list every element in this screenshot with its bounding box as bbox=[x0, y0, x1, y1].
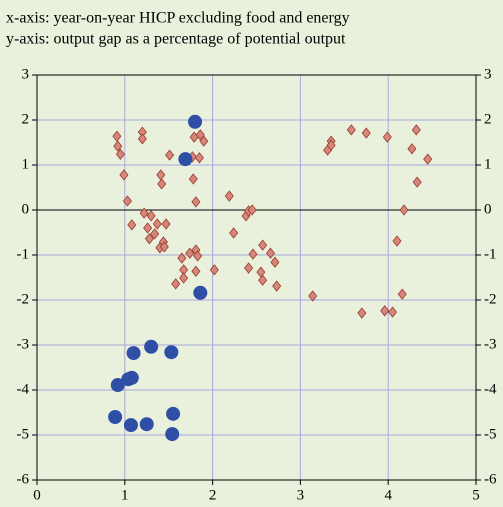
circle-point bbox=[166, 406, 181, 421]
plot-frame bbox=[36, 74, 477, 481]
diamond-point bbox=[326, 139, 336, 151]
diamond-point bbox=[247, 204, 257, 216]
diamond-point bbox=[179, 272, 189, 284]
diamond-point bbox=[411, 124, 421, 136]
diamond-point bbox=[113, 140, 123, 152]
diamond-point bbox=[399, 204, 409, 216]
y2-tick-label: 2 bbox=[484, 111, 492, 127]
diamond-point bbox=[361, 127, 371, 139]
diamond-point bbox=[256, 266, 266, 278]
diamond-point bbox=[407, 143, 417, 155]
diamond-point bbox=[146, 210, 156, 222]
diamond-point bbox=[397, 288, 407, 300]
y-tick-label: 3 bbox=[22, 66, 30, 82]
diamond-point bbox=[199, 135, 209, 147]
diamond-point bbox=[423, 153, 433, 165]
x-tick-label: 3 bbox=[297, 487, 305, 503]
y2-tick-label: -4 bbox=[484, 381, 497, 397]
diamond-point bbox=[191, 196, 201, 208]
y2-tick-label: -5 bbox=[484, 426, 497, 442]
diamond-point bbox=[115, 148, 125, 160]
diamond-point bbox=[119, 169, 129, 181]
diamond-point bbox=[380, 305, 390, 317]
diamond-point bbox=[412, 176, 422, 188]
diamond-point bbox=[171, 278, 181, 290]
diamond-point bbox=[382, 131, 392, 143]
diamond-point bbox=[127, 219, 137, 231]
diamond-point bbox=[388, 306, 398, 318]
diamond-point bbox=[152, 218, 162, 230]
x-tick-label: 1 bbox=[121, 487, 129, 503]
diamond-point bbox=[308, 290, 318, 302]
annotation: y-axis: output gap as a percentage of po… bbox=[6, 31, 346, 48]
circle-point bbox=[126, 346, 141, 361]
diamond-point bbox=[272, 280, 282, 292]
y2-tick-label: -6 bbox=[484, 471, 497, 487]
circle-point bbox=[124, 370, 139, 385]
y2-tick-label: -2 bbox=[484, 291, 497, 307]
circle-point bbox=[193, 285, 208, 300]
diamond-point bbox=[185, 247, 195, 259]
y2-tick-label: -3 bbox=[484, 336, 497, 352]
diamond-point bbox=[177, 252, 187, 264]
diamond-point bbox=[248, 248, 258, 260]
x-tick-label: 4 bbox=[384, 487, 392, 503]
diamond-point bbox=[165, 149, 175, 161]
diamond-point bbox=[137, 133, 147, 145]
diamond-point bbox=[143, 222, 153, 234]
circle-point bbox=[164, 345, 179, 360]
y-tick-label: -3 bbox=[17, 336, 30, 352]
x-tick-label: 2 bbox=[209, 487, 217, 503]
diamond-point bbox=[150, 228, 160, 240]
diamond-point bbox=[161, 218, 171, 230]
diamond-point bbox=[209, 264, 219, 276]
y-tick-label: -6 bbox=[17, 471, 30, 487]
circle-point bbox=[144, 339, 159, 354]
diamond-point bbox=[188, 173, 198, 185]
diamond-point bbox=[266, 247, 276, 259]
y-tick-label: -2 bbox=[17, 291, 30, 307]
diamond-point bbox=[392, 235, 402, 247]
circle-point bbox=[165, 427, 180, 442]
circle-point bbox=[123, 418, 138, 433]
diamond-point bbox=[258, 274, 268, 286]
diamond-point bbox=[357, 307, 367, 319]
diamond-point bbox=[112, 130, 122, 142]
diamond-point bbox=[156, 169, 166, 181]
diamond-point bbox=[191, 265, 201, 277]
diamond-point bbox=[195, 129, 205, 141]
diamond-point bbox=[157, 178, 167, 190]
y-tick-label: -5 bbox=[17, 426, 30, 442]
diamond-point bbox=[159, 241, 169, 253]
diamond-point bbox=[244, 262, 254, 274]
diamond-point bbox=[346, 124, 356, 136]
y-tick-label: 1 bbox=[22, 156, 30, 172]
diamond-point bbox=[194, 152, 204, 164]
diamond-point bbox=[270, 256, 280, 268]
y-tick-label: -4 bbox=[17, 381, 30, 397]
annotation: x-axis: year-on-year HICP excluding food… bbox=[6, 10, 350, 27]
diamond-point bbox=[258, 239, 268, 251]
circle-point bbox=[110, 378, 125, 393]
circle-point bbox=[108, 410, 123, 424]
diamond-point bbox=[193, 250, 203, 262]
diamond-point bbox=[122, 195, 132, 207]
y-tick-label: 0 bbox=[22, 201, 30, 217]
y-tick-label: -1 bbox=[17, 246, 30, 262]
x-tick-label: 5 bbox=[472, 487, 480, 503]
diamond-point bbox=[139, 207, 149, 219]
y-tick-label: 2 bbox=[22, 111, 30, 127]
y2-tick-label: 3 bbox=[484, 66, 492, 82]
y2-tick-label: 0 bbox=[484, 201, 492, 217]
diamond-point bbox=[144, 233, 154, 245]
y2-tick-label: 1 bbox=[484, 156, 492, 172]
circle-point bbox=[139, 417, 154, 432]
circle-point bbox=[188, 114, 203, 129]
circle-point bbox=[178, 152, 193, 167]
diamond-point bbox=[224, 190, 234, 202]
x-tick-label: 0 bbox=[33, 487, 41, 503]
y2-tick-label: -1 bbox=[484, 246, 497, 262]
diamond-point bbox=[229, 227, 239, 239]
